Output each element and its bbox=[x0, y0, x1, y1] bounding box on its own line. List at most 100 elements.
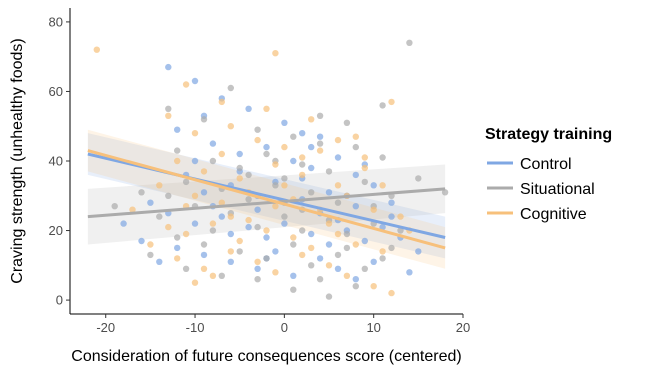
y-tick-label-80: 80 bbox=[49, 14, 63, 29]
x-tick-label--10: -10 bbox=[186, 320, 205, 335]
point-cognitive-45 bbox=[325, 262, 333, 269]
point-control-9 bbox=[236, 150, 243, 158]
point-cognitive-51 bbox=[147, 241, 154, 248]
point-situational-14 bbox=[325, 168, 333, 175]
point-situational-11 bbox=[236, 164, 243, 172]
point-cognitive-21 bbox=[218, 199, 225, 206]
point-control-5 bbox=[299, 130, 306, 137]
point-control-66 bbox=[352, 171, 359, 179]
point-cognitive-44 bbox=[299, 251, 306, 259]
y-tick-label-20: 20 bbox=[49, 223, 63, 238]
point-situational-41 bbox=[334, 251, 342, 259]
point-situational-5 bbox=[316, 112, 324, 120]
point-cognitive-40 bbox=[200, 265, 208, 272]
point-situational-61 bbox=[343, 244, 351, 252]
point-cognitive-36 bbox=[334, 230, 342, 238]
point-cognitive-47 bbox=[370, 283, 377, 290]
point-control-61 bbox=[406, 269, 413, 276]
point-control-64 bbox=[308, 143, 315, 151]
point-situational-23 bbox=[361, 178, 368, 186]
point-control-27 bbox=[191, 220, 199, 227]
point-control-13 bbox=[334, 154, 342, 161]
point-cognitive-39 bbox=[174, 255, 181, 262]
point-control-24 bbox=[388, 199, 395, 206]
point-situational-63 bbox=[165, 192, 172, 199]
point-control-46 bbox=[352, 276, 359, 283]
point-cognitive-57 bbox=[379, 182, 386, 189]
point-cognitive-20 bbox=[191, 192, 199, 199]
point-cognitive-63 bbox=[227, 213, 234, 220]
point-cognitive-12 bbox=[174, 157, 181, 165]
point-cognitive-54 bbox=[361, 154, 368, 161]
point-control-57 bbox=[254, 206, 261, 213]
point-control-31 bbox=[281, 220, 288, 227]
point-situational-35 bbox=[174, 234, 181, 241]
point-situational-56 bbox=[281, 175, 288, 182]
point-situational-0 bbox=[165, 105, 172, 113]
point-situational-49 bbox=[290, 286, 297, 293]
point-control-50 bbox=[415, 248, 422, 255]
point-control-33 bbox=[325, 241, 333, 248]
point-situational-50 bbox=[325, 293, 333, 300]
point-situational-3 bbox=[254, 126, 261, 133]
point-control-4 bbox=[281, 119, 288, 127]
point-cognitive-8 bbox=[281, 143, 288, 151]
point-situational-57 bbox=[209, 227, 217, 234]
x-tick-label-10: 10 bbox=[366, 320, 380, 335]
point-situational-16 bbox=[379, 154, 386, 161]
point-situational-7 bbox=[379, 102, 386, 109]
trend-line-cognitive bbox=[87, 149, 446, 250]
point-cognitive-62 bbox=[334, 136, 342, 144]
point-situational-38 bbox=[263, 255, 270, 262]
point-control-63 bbox=[227, 230, 234, 238]
point-situational-20 bbox=[272, 182, 279, 189]
point-control-62 bbox=[138, 237, 145, 245]
point-cognitive-55 bbox=[245, 216, 252, 224]
point-situational-47 bbox=[316, 276, 324, 283]
point-situational-19 bbox=[245, 196, 252, 203]
point-situational-51 bbox=[254, 276, 261, 283]
point-cognitive-6 bbox=[227, 123, 234, 130]
point-cognitive-19 bbox=[156, 182, 163, 189]
point-cognitive-41 bbox=[227, 248, 234, 255]
point-situational-6 bbox=[343, 119, 351, 127]
point-cognitive-53 bbox=[308, 116, 315, 123]
point-cognitive-31 bbox=[209, 220, 217, 227]
point-cognitive-23 bbox=[272, 203, 279, 210]
point-situational-65 bbox=[245, 171, 252, 179]
point-situational-59 bbox=[316, 140, 324, 147]
point-cognitive-9 bbox=[316, 147, 324, 154]
point-situational-28 bbox=[254, 223, 261, 231]
point-cognitive-37 bbox=[352, 241, 359, 248]
point-cognitive-1 bbox=[182, 81, 190, 88]
point-control-6 bbox=[316, 133, 324, 140]
point-control-21 bbox=[325, 189, 333, 196]
point-situational-62 bbox=[379, 255, 386, 262]
point-cognitive-32 bbox=[236, 237, 243, 245]
point-situational-15 bbox=[352, 143, 359, 151]
point-situational-53 bbox=[415, 175, 422, 182]
point-control-43 bbox=[290, 272, 297, 279]
point-situational-1 bbox=[200, 116, 208, 123]
x-tick-label-20: 20 bbox=[456, 320, 470, 335]
point-cognitive-2 bbox=[218, 98, 225, 106]
x-tick-label--20: -20 bbox=[96, 320, 115, 335]
point-control-42 bbox=[272, 248, 279, 255]
point-cognitive-43 bbox=[272, 269, 279, 276]
x-axis-title: Consideration of future consequences sco… bbox=[71, 348, 461, 365]
point-control-8 bbox=[209, 140, 217, 147]
point-cognitive-17 bbox=[334, 182, 342, 189]
point-situational-25 bbox=[156, 213, 163, 220]
y-tick-label-60: 60 bbox=[49, 84, 63, 99]
y-tick-label-40: 40 bbox=[49, 154, 63, 169]
point-control-60 bbox=[191, 157, 199, 165]
point-control-45 bbox=[334, 265, 342, 272]
point-cognitive-28 bbox=[397, 213, 404, 220]
point-control-10 bbox=[263, 143, 270, 151]
data-points bbox=[93, 39, 449, 300]
point-control-38 bbox=[174, 244, 181, 252]
legend-title: Strategy training bbox=[485, 126, 612, 143]
point-cognitive-49 bbox=[191, 279, 199, 286]
point-cognitive-30 bbox=[182, 230, 190, 238]
point-situational-46 bbox=[218, 272, 225, 279]
